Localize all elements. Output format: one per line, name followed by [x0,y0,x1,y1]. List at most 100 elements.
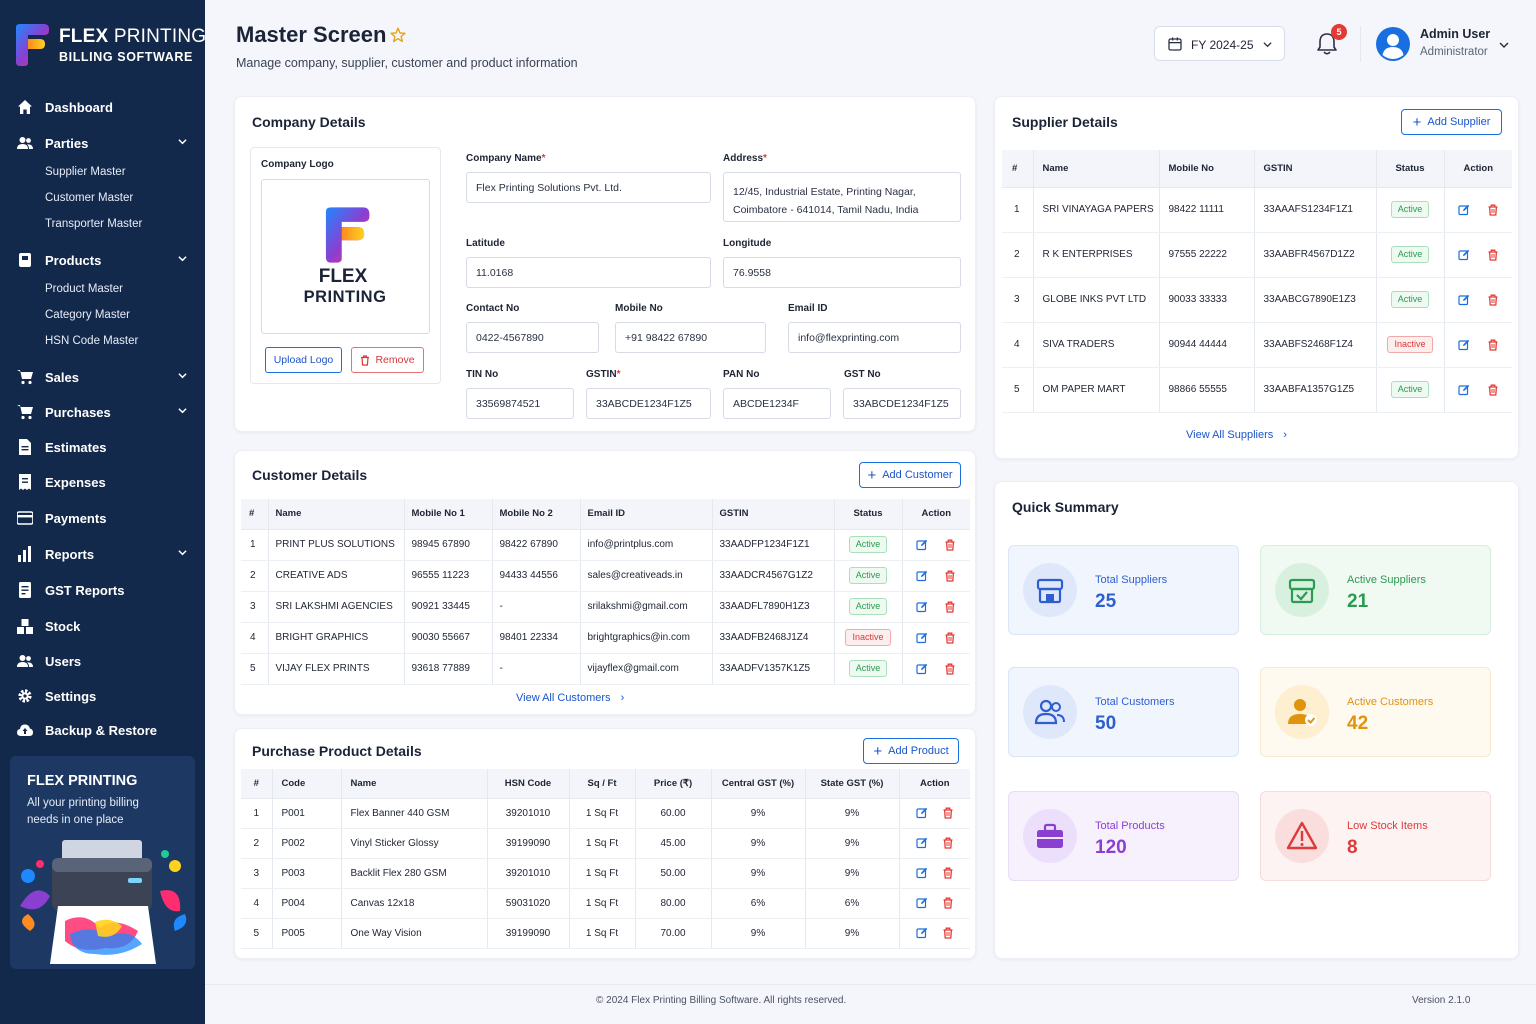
address-input[interactable]: 12/45, Industrial Estate, Printing Nagar… [723,172,961,222]
home-icon [18,100,32,114]
sidebar-item-gst-reports[interactable]: GST Reports [0,573,205,607]
sidebar-subitem-supplier-master[interactable]: Supplier Master [45,166,126,178]
sidebar-item-products[interactable]: Products [0,243,205,277]
trash-icon[interactable] [942,867,954,879]
table-row[interactable]: 4 P004 Canvas 12x18 59031020 1 Sq Ft 80.00 6% 6… [241,888,970,919]
sidebar-item-dashboard[interactable]: Dashboard [0,90,205,124]
trash-icon[interactable] [1487,204,1499,216]
edit-icon[interactable] [916,663,928,675]
trash-icon[interactable] [1487,294,1499,306]
mobile-input[interactable]: +91 98422 67890 [615,322,766,353]
add-supplier-button[interactable]: + Add Supplier [1401,109,1502,135]
trash-icon[interactable] [942,927,954,939]
trash-icon[interactable] [1487,384,1499,396]
edit-icon[interactable] [1458,204,1470,216]
table-row[interactable]: 5 VIJAY FLEX PRINTS 93618 77889- vijayflex@… [241,653,970,685]
sidebar-item-expenses[interactable]: Expenses [0,465,205,499]
trash-icon[interactable] [944,601,956,613]
sidebar-subitem-product-master[interactable]: Product Master [45,283,123,295]
chevron-down-icon[interactable] [1499,40,1509,50]
trash-icon[interactable] [942,807,954,819]
sidebar-item-users[interactable]: Users [0,644,205,678]
cell-mobile-2: - [491,591,580,623]
pan-input[interactable]: ABCDE1234F [723,388,831,419]
summary-tile-total-products[interactable]: Total Products 120 [1008,791,1239,881]
table-row[interactable]: 4 BRIGHT GRAPHICS 90030 55667 98401 22334 br… [241,622,970,654]
sidebar-item-purchases[interactable]: Purchases [0,395,205,429]
edit-icon[interactable] [916,570,928,582]
star-icon[interactable] [390,27,406,43]
sidebar-subitem-customer-master[interactable]: Customer Master [45,192,134,204]
edit-icon[interactable] [1458,294,1470,306]
contact-input[interactable]: 0422-4567890 [466,322,599,353]
summary-value: 42 [1347,713,1369,734]
summary-tile-total-customers[interactable]: Total Customers 50 [1008,667,1239,757]
table-row[interactable]: 2 P002 Vinyl Sticker Glossy 39199090 1 Sq Ft… [241,828,970,859]
email-input[interactable]: info@flexprinting.com [788,322,961,353]
trash-icon[interactable] [1487,249,1499,261]
gst-input[interactable]: 33ABCDE1234F1Z5 [843,388,961,419]
users-icon [17,655,33,667]
view-all-suppliers-link[interactable]: View All Suppliers › [1186,429,1287,441]
sidebar-item-settings[interactable]: Settings [0,679,205,713]
table-row[interactable]: 3 P003 Backlit Flex 280 GSM 39201010 1 Sq Ft… [241,858,970,889]
table-row[interactable]: 1 PRINT PLUS SOLUTIONS 98945 67890 98422 67… [241,529,970,561]
table-row[interactable]: 1 SRI VINAYAGA PAPERS 98422 11111 33AAAFS12… [1002,187,1512,233]
gstin-input[interactable]: 33ABCDE1234F1Z5 [586,388,711,419]
edit-icon[interactable] [916,927,928,939]
edit-icon[interactable] [916,539,928,551]
brand[interactable]: FLEX PRINTING BILLING SOFTWARE [14,22,206,68]
sidebar-item-payments[interactable]: Payments [0,501,205,535]
table-row[interactable]: 1 P001 Flex Banner 440 GSM 39201010 1 Sq Ft 6… [241,798,970,829]
edit-icon[interactable] [916,867,928,879]
sidebar-subitem-hsn-code-master[interactable]: HSN Code Master [45,335,139,347]
table-row[interactable]: 5 P005 One Way Vision 39199090 1 Sq Ft 70.00 9… [241,918,970,949]
edit-icon[interactable] [916,837,928,849]
edit-icon[interactable] [1458,384,1470,396]
sidebar-item-reports[interactable]: Reports [0,537,205,571]
fiscal-year-select[interactable]: FY 2024-25 [1154,26,1285,61]
latitude-input[interactable]: 11.0168 [466,257,711,288]
trash-icon[interactable] [942,897,954,909]
add-product-button[interactable]: + Add Product [863,738,959,764]
table-row[interactable]: 3 GLOBE INKS PVT LTD 90033 33333 33AABCG789… [1002,277,1512,323]
sidebar-item-backup-restore[interactable]: Backup & Restore [0,713,205,747]
trash-icon[interactable] [944,632,956,644]
trash-icon[interactable] [1487,339,1499,351]
edit-icon[interactable] [916,897,928,909]
summary-tile-total-suppliers[interactable]: Total Suppliers 25 [1008,545,1239,635]
summary-tile-low-stock-items[interactable]: Low Stock Items 8 [1260,791,1491,881]
edit-icon[interactable] [916,601,928,613]
longitude-input[interactable]: 76.9558 [723,257,961,288]
summary-tile-active-customers[interactable]: Active Customers 42 [1260,667,1491,757]
trash-icon[interactable] [944,539,956,551]
upload-logo-button[interactable]: Upload Logo [265,347,342,373]
table-row[interactable]: 2 CREATIVE ADS 96555 11223 94433 44556 sales… [241,560,970,592]
trash-icon[interactable] [944,570,956,582]
summary-tile-active-suppliers[interactable]: Active Suppliers 21 [1260,545,1491,635]
avatar[interactable] [1376,27,1410,61]
edit-icon[interactable] [916,632,928,644]
tin-input[interactable]: 33569874521 [466,388,574,419]
add-customer-button[interactable]: + Add Customer [859,462,961,488]
edit-icon[interactable] [916,807,928,819]
table-row[interactable]: 3 SRI LAKSHMI AGENCIES 90921 33445- srilaks… [241,591,970,623]
table-row[interactable]: 4 SIVA TRADERS 90944 44444 33AABFS2468F1Z4 I… [1002,322,1512,368]
sidebar-item-parties[interactable]: Parties [0,126,205,160]
view-all-customers-link[interactable]: View All Customers › [516,692,625,704]
sidebar-subitem-category-master[interactable]: Category Master [45,309,131,321]
brand-tagline: BILLING SOFTWARE [59,50,193,64]
company-name-input[interactable]: Flex Printing Solutions Pvt. Ltd. [466,172,711,203]
edit-icon[interactable] [1458,339,1470,351]
sidebar-item-estimates[interactable]: Estimates [0,430,205,464]
sidebar-item-stock[interactable]: Stock [0,609,205,643]
user-name[interactable]: Admin User [1420,27,1491,41]
trash-icon[interactable] [942,837,954,849]
remove-logo-button[interactable]: Remove [351,347,424,373]
sidebar-item-sales[interactable]: Sales [0,360,205,394]
table-row[interactable]: 5 OM PAPER MART 98866 55555 33AABFA1357G1Z5… [1002,367,1512,413]
edit-icon[interactable] [1458,249,1470,261]
sidebar-subitem-transporter-master[interactable]: Transporter Master [45,218,143,230]
trash-icon[interactable] [944,663,956,675]
